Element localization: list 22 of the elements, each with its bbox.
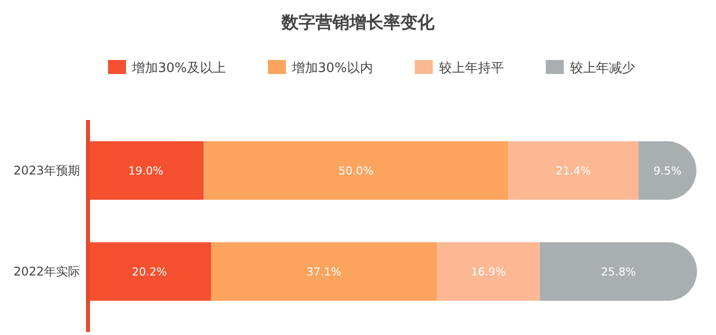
bar [211, 242, 437, 301]
legend-label: 较上年减少 [570, 61, 635, 76]
data-label: 19.0% [128, 164, 164, 178]
data-label: 37.1% [306, 266, 342, 278]
data-label: 21.4% [556, 164, 591, 178]
legend-label: 增加30%以内 [290, 61, 373, 76]
y-tick-label: 2022年实际 [13, 264, 80, 278]
bar [508, 141, 639, 200]
bar [540, 242, 697, 301]
bar [88, 141, 204, 200]
bar [88, 242, 212, 301]
legend-label: 增加30%及以上 [131, 61, 226, 76]
y-tick-label: 2023年预期 [13, 164, 80, 178]
bar [204, 141, 508, 200]
chart-title: 数字营销增长率变化 [280, 13, 436, 33]
legend-label: 较上年持平 [438, 61, 504, 76]
data-label: 50.0% [338, 164, 374, 178]
data-label: 16.9% [470, 266, 506, 278]
bar [436, 242, 540, 301]
data-label: 9.5% [653, 164, 682, 178]
data-label: 20.2% [132, 266, 167, 278]
data-label: 25.8% [600, 266, 636, 278]
